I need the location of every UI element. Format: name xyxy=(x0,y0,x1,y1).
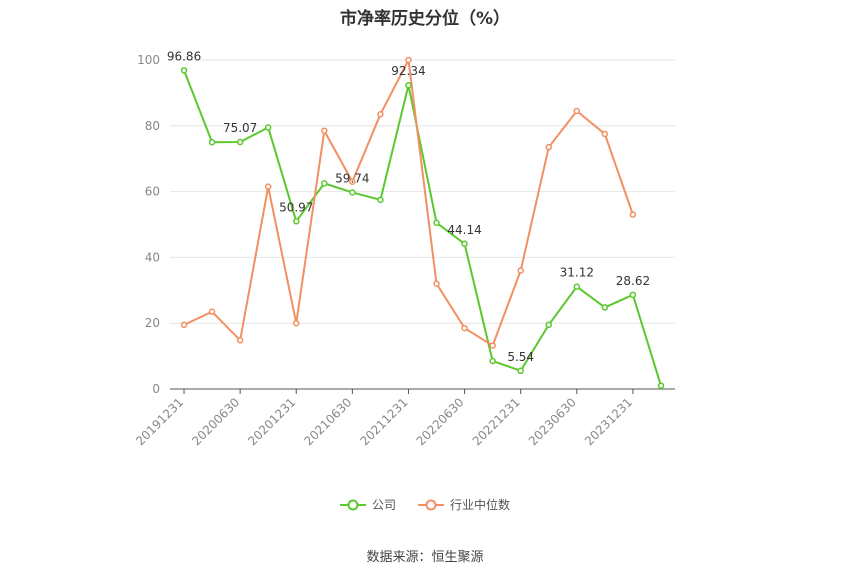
x-tick-label: 20221231 xyxy=(470,395,523,448)
y-tick-label: 0 xyxy=(152,382,160,396)
data-point xyxy=(433,219,440,227)
legend-label-company: 公司 xyxy=(371,498,396,512)
data-label: 92.34 xyxy=(391,64,425,78)
data-point xyxy=(433,280,440,287)
data-point xyxy=(461,240,468,248)
data-label: 59.74 xyxy=(335,171,369,185)
x-tick-label: 20201231 xyxy=(245,395,298,448)
legend-item-company[interactable]: 公司 xyxy=(339,496,396,513)
data-point xyxy=(629,211,637,218)
data-label: 96.86 xyxy=(167,49,201,63)
y-tick-label: 80 xyxy=(145,119,160,133)
data-point xyxy=(264,183,272,190)
data-point xyxy=(517,367,524,375)
data-point xyxy=(517,267,524,274)
data-point xyxy=(208,308,216,315)
data-point xyxy=(405,81,412,89)
data-point xyxy=(489,357,496,365)
x-tick-label: 20191231 xyxy=(133,395,186,448)
data-point xyxy=(349,189,356,196)
data-source: 数据来源：恒生聚源 xyxy=(366,550,484,565)
chart-legend: 公司 行业中位数 xyxy=(0,496,850,513)
data-point xyxy=(573,107,581,115)
data-point xyxy=(377,111,384,118)
data-point xyxy=(545,321,552,329)
y-tick-label: 20 xyxy=(145,316,160,330)
data-point xyxy=(545,143,552,151)
data-label: 50.97 xyxy=(279,200,313,214)
y-tick-label: 40 xyxy=(145,250,160,264)
company-line xyxy=(183,69,662,387)
data-point xyxy=(236,138,244,146)
x-tick-label: 20231231 xyxy=(582,395,635,448)
y-tick-label: 60 xyxy=(145,185,160,199)
data-point xyxy=(321,127,328,134)
legend-item-industry[interactable]: 行业中位数 xyxy=(418,496,510,513)
data-label: 31.12 xyxy=(560,266,594,280)
data-point xyxy=(573,283,581,290)
data-point xyxy=(236,337,244,344)
legend-label-industry: 行业中位数 xyxy=(450,498,511,512)
data-point xyxy=(657,382,665,389)
x-tick-label: 20211231 xyxy=(358,395,411,448)
data-label: 75.07 xyxy=(223,121,257,135)
y-tick-label: 100 xyxy=(137,53,160,67)
data-point xyxy=(264,124,272,131)
data-point xyxy=(293,218,300,225)
x-tick-label: 20210630 xyxy=(301,395,354,448)
data-point xyxy=(349,178,356,185)
data-label: 28.62 xyxy=(616,274,650,288)
x-tick-label: 20200630 xyxy=(189,395,242,448)
data-label: 44.14 xyxy=(447,223,481,237)
x-tick-label: 20230630 xyxy=(526,395,579,448)
x-tick-label: 20220630 xyxy=(414,395,467,448)
data-point xyxy=(629,291,637,299)
data-point xyxy=(489,342,496,349)
data-point xyxy=(461,324,468,332)
legend-line-icon xyxy=(339,499,366,510)
data-point xyxy=(180,67,188,74)
data-point xyxy=(601,130,609,138)
data-point xyxy=(180,321,188,329)
data-point xyxy=(377,196,384,204)
data-point xyxy=(321,180,328,187)
data-point xyxy=(405,56,412,64)
chart-title: 市净率历史分位（%） xyxy=(339,9,511,29)
legend-line-icon xyxy=(418,499,444,510)
data-point xyxy=(293,319,300,327)
data-point xyxy=(601,304,609,311)
data-label: 5.54 xyxy=(507,350,534,364)
data-point xyxy=(208,139,216,146)
